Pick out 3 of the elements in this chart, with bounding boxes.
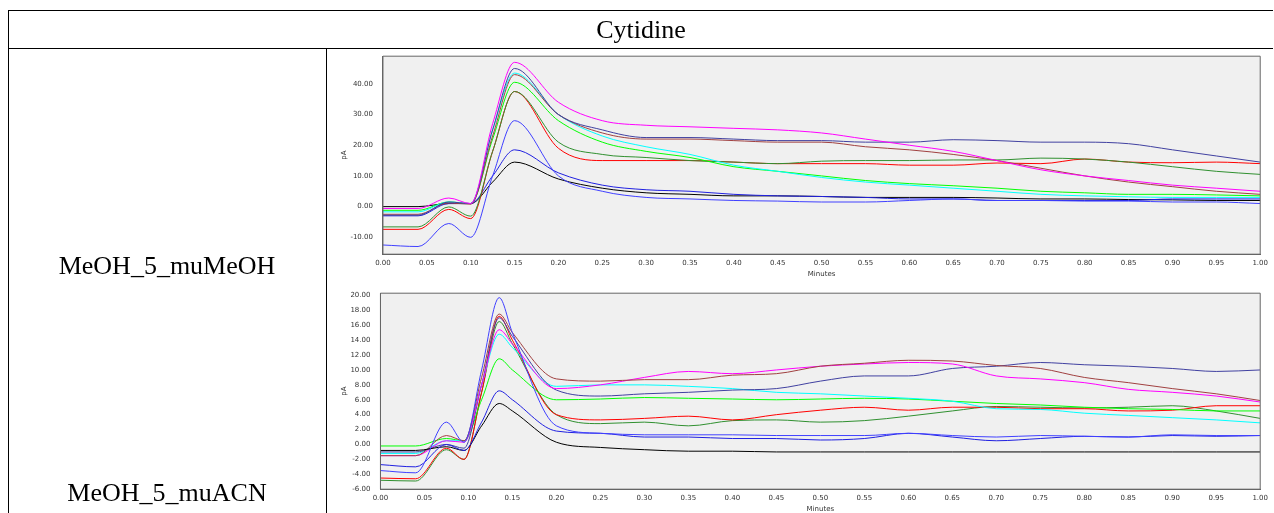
text: MeOH_5_muMeOH xyxy=(57,251,277,281)
chart-title: Cytidine xyxy=(8,10,1273,49)
text: MeOH_5_muACN xyxy=(66,478,268,508)
